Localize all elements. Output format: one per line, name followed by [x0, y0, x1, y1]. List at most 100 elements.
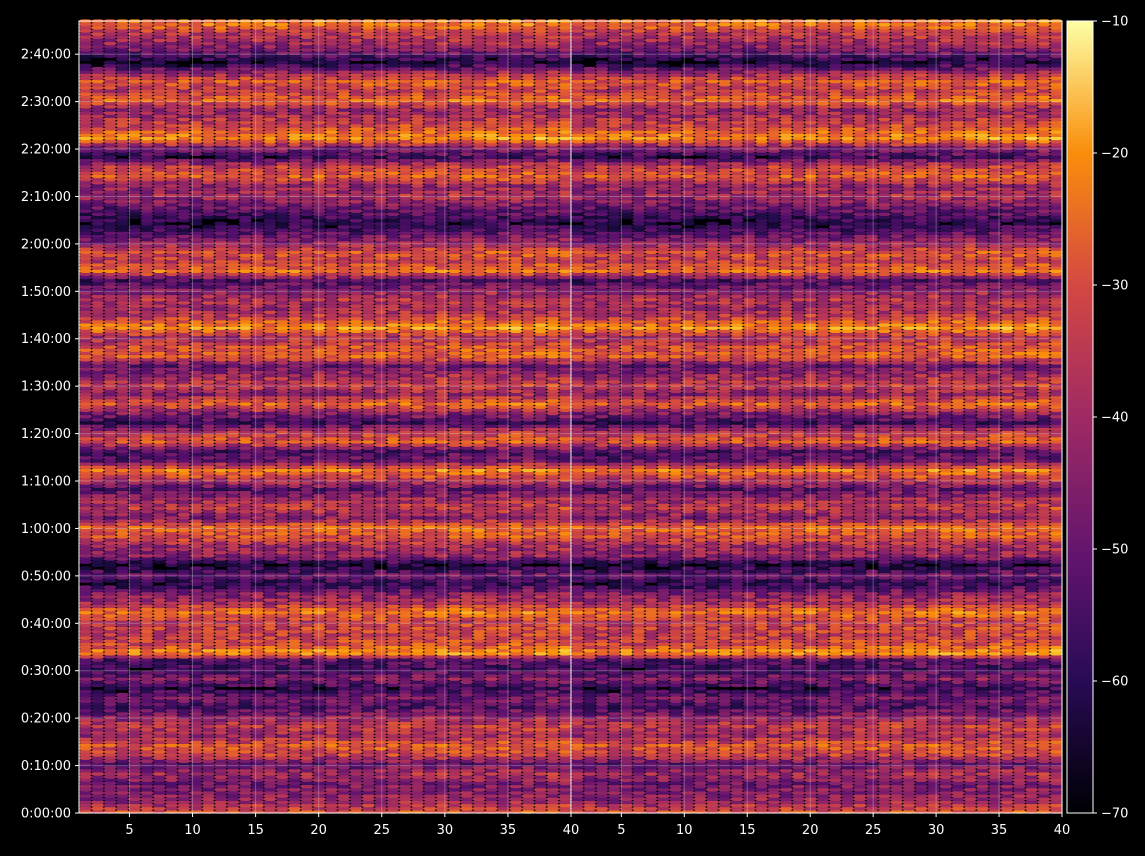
heatmap-cell — [484, 797, 498, 801]
heatmap-cell — [435, 749, 449, 754]
heatmap-cell — [189, 746, 203, 751]
heatmap-cell — [484, 778, 498, 782]
heatmap-cell — [165, 689, 178, 694]
heatmap-cell — [251, 768, 265, 773]
heatmap-cell — [103, 803, 117, 808]
heatmap-cell — [177, 787, 191, 792]
heatmap-cell — [152, 569, 166, 574]
heatmap-cell — [349, 797, 363, 801]
heatmap-cell — [337, 775, 351, 779]
heatmap-cell — [103, 781, 117, 786]
heatmap-cell — [361, 794, 375, 798]
heatmap-cell — [103, 797, 117, 801]
heatmap-cell — [448, 794, 461, 798]
heatmap-cell — [91, 762, 105, 767]
heatmap-cell — [398, 749, 412, 754]
heatmap-cell — [275, 781, 289, 786]
heatmap-cell — [300, 752, 314, 757]
heatmap-cell — [349, 794, 363, 798]
heatmap-cell — [312, 759, 326, 764]
heatmap-cell — [361, 768, 375, 773]
heatmap-cell — [202, 790, 215, 795]
heatmap-cell — [79, 762, 92, 767]
heatmap-cell — [300, 762, 314, 767]
heatmap-cell — [398, 752, 412, 757]
heatmap-cell — [226, 746, 240, 751]
heatmap-cell — [91, 749, 105, 754]
heatmap-cell — [202, 752, 215, 757]
heatmap-cell — [497, 794, 511, 798]
heatmap-cell — [288, 797, 301, 801]
heatmap-cell — [226, 790, 240, 795]
heatmap-cell — [263, 787, 277, 792]
heatmap-cell — [521, 762, 535, 767]
heatmap-cell — [411, 806, 424, 811]
heatmap-cell — [152, 771, 166, 776]
heatmap-cell — [288, 762, 301, 767]
heatmap-cell — [238, 756, 252, 760]
heatmap-cell — [214, 765, 228, 770]
heatmap-cell — [509, 778, 523, 782]
heatmap-cell — [103, 759, 117, 764]
heatmap-cell — [546, 806, 560, 811]
heatmap-cell — [435, 566, 449, 571]
heatmap-cell — [472, 803, 486, 808]
heatmap-cell — [435, 752, 449, 757]
heatmap-cell — [251, 771, 265, 776]
heatmap-cell — [177, 797, 191, 801]
heatmap-cell — [91, 806, 105, 811]
heatmap-cell — [152, 775, 166, 779]
heatmap-cell — [115, 800, 129, 805]
heatmap-cell — [91, 756, 105, 760]
heatmap-cell — [509, 752, 523, 757]
heatmap-cell — [288, 775, 301, 779]
heatmap-cell — [128, 759, 142, 764]
heatmap-cell — [337, 797, 351, 801]
heatmap-cell — [103, 800, 117, 805]
heatmap-cell — [361, 800, 375, 805]
heatmap-cell — [546, 765, 560, 770]
heatmap-cell — [349, 771, 363, 776]
heatmap-cell — [91, 803, 105, 808]
heatmap-cell — [226, 806, 240, 811]
heatmap-cell — [226, 743, 240, 748]
heatmap-cell — [398, 756, 412, 760]
heatmap-cell — [472, 794, 486, 798]
heatmap-cell — [202, 794, 215, 798]
heatmap-cell — [337, 806, 351, 811]
heatmap-cell — [484, 781, 498, 786]
heatmap-cell — [398, 768, 412, 773]
heatmap-cell — [521, 768, 535, 773]
heatmap-cell — [521, 749, 535, 754]
heatmap-cell — [140, 749, 154, 754]
heatmap-cell — [448, 806, 461, 811]
heatmap-cell — [189, 794, 203, 798]
heatmap-cell — [349, 803, 363, 808]
heatmap-cell — [189, 800, 203, 805]
heatmap-cell — [79, 749, 92, 754]
heatmap-cell — [361, 803, 375, 808]
heatmap-cell — [534, 800, 547, 805]
heatmap-cell — [214, 756, 228, 760]
heatmap-cell — [497, 768, 511, 773]
heatmap-cell — [497, 775, 511, 779]
heatmap-cell — [509, 790, 523, 795]
heatmap-cell — [152, 806, 166, 811]
heatmap-cell — [79, 790, 92, 795]
heatmap-cell — [152, 797, 166, 801]
heatmap-cell — [288, 790, 301, 795]
heatmap-cell — [189, 743, 203, 748]
heatmap-cell — [115, 787, 129, 792]
heatmap-cell — [275, 756, 289, 760]
heatmap-cell — [79, 784, 92, 789]
heatmap-cell — [374, 797, 388, 801]
heatmap-cell — [398, 787, 412, 792]
heatmap-cell — [423, 781, 437, 786]
heatmap-cell — [374, 756, 388, 760]
heatmap-cell — [214, 787, 228, 792]
heatmap-cell — [423, 806, 437, 811]
heatmap-cell — [202, 800, 215, 805]
heatmap-cell — [128, 787, 142, 792]
heatmap-cell — [152, 787, 166, 792]
